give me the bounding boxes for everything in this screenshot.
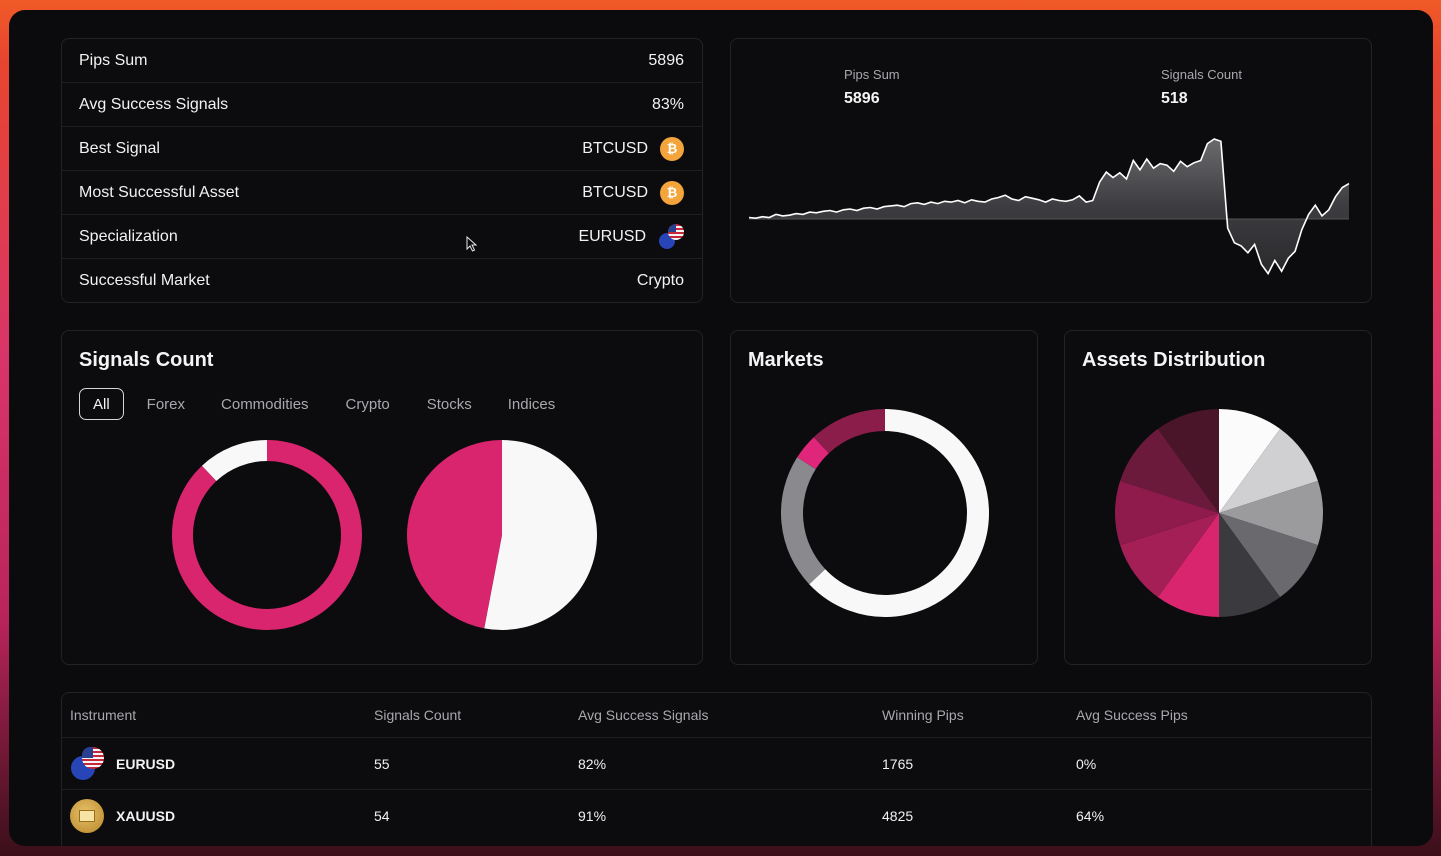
kpi-pips-sum: Pips Sum 5896 (844, 67, 900, 108)
slice-0 (1219, 409, 1281, 513)
signals-ring-chart (172, 440, 362, 630)
stat-label: Pips Sum (79, 51, 148, 69)
kpi-label: Pips Sum (844, 67, 900, 82)
signals-count-cell: 54 (374, 808, 390, 824)
column-header-avg-success-pips[interactable]: Avg Success Pips (1076, 707, 1188, 723)
stat-label: Successful Market (79, 272, 210, 289)
pips-line-card: Pips Sum 5896 Signals Count 518 (730, 38, 1372, 303)
instrument-cell: XAUUSD (70, 790, 175, 842)
signals-count-card: Signals Count All Forex Commodities Cryp… (61, 330, 703, 665)
slice-5 (1157, 513, 1219, 617)
line-series (749, 138, 1350, 276)
slice-3 (1219, 513, 1318, 598)
avg-success-signals-cell: 82% (578, 756, 607, 772)
pips-line-chart (749, 138, 1350, 276)
table-row[interactable]: EURUSD 55 82% 1765 0% (62, 737, 1371, 789)
slice-2 (1219, 480, 1323, 546)
kpi-value: 518 (1161, 90, 1188, 107)
slice-8 (1120, 428, 1219, 513)
winning-pips-cell: 1765 (882, 756, 914, 772)
stat-value: 83% (651, 95, 684, 113)
tab-indices[interactable]: Indices (507, 395, 556, 413)
dashboard-window: Pips Sum 5896 Avg Success Signals 83% Be… (9, 10, 1433, 846)
stat-label: Specialization (79, 227, 178, 245)
stat-row-avg-success: Avg Success Signals 83% (62, 83, 702, 127)
column-header-avg-success-signals[interactable]: Avg Success Signals (578, 707, 709, 723)
slice-1 (406, 440, 502, 629)
winning-pips-cell: 4825 (882, 808, 914, 824)
stat-row-successful-market: Successful Market Crypto (62, 259, 702, 303)
tab-stocks[interactable]: Stocks (426, 395, 472, 413)
markets-card: Markets (730, 330, 1038, 665)
kpi-label: Signals Count (1161, 67, 1242, 82)
stat-row-most-successful-asset: Most Successful Asset BTCUSD ₿ (62, 171, 702, 215)
stats-card: Pips Sum 5896 Avg Success Signals 83% Be… (61, 38, 703, 303)
instrument-name: XAUUSD (116, 808, 176, 824)
table-row[interactable]: XAUUSD 54 91% 4825 64% (62, 789, 1371, 841)
slice-0 (809, 409, 989, 617)
card-title: Markets (748, 349, 824, 371)
signals-pie-chart (406, 440, 597, 630)
bitcoin-icon: ₿ (660, 136, 684, 161)
stat-label: Avg Success Signals (79, 95, 229, 113)
signals-count-cell: 55 (374, 756, 390, 772)
eurusd-flag-icon (658, 223, 684, 250)
stat-value: 5896 (648, 51, 684, 69)
markets-ring-chart (781, 409, 989, 617)
slice-1 (1219, 428, 1318, 513)
kpi-value: 5896 (844, 90, 880, 107)
tab-all[interactable]: All (79, 388, 124, 420)
stat-value: Crypto (636, 272, 684, 289)
card-title: Signals Count (79, 349, 214, 371)
assets-pie-chart (1115, 409, 1323, 617)
slice-0 (484, 440, 597, 630)
avg-success-pips-cell: 64% (1076, 808, 1105, 824)
slice-1 (201, 440, 268, 482)
stat-label: Best Signal (79, 139, 160, 157)
market-filter-tabs: All Forex Commodities Crypto Stocks Indi… (79, 388, 555, 420)
instrument-name: EURUSD (116, 756, 176, 772)
stat-value: BTCUSD (582, 139, 648, 157)
tab-commodities[interactable]: Commodities (221, 395, 309, 413)
slice-6 (1120, 513, 1219, 598)
instrument-cell: EURUSD (70, 738, 175, 790)
stat-row-best-signal: Best Signal BTCUSD ₿ (62, 127, 702, 171)
mouse-cursor-icon (466, 236, 478, 252)
column-header-signals-count[interactable]: Signals Count (374, 707, 462, 723)
slice-4 (1219, 513, 1281, 617)
column-header-winning-pips[interactable]: Winning Pips (882, 707, 964, 723)
slice-3 (813, 409, 886, 454)
line-area (749, 139, 1349, 274)
slice-1 (781, 457, 826, 585)
stat-label: Most Successful Asset (79, 183, 240, 201)
avg-success-pips-cell: 0% (1076, 756, 1097, 772)
slice-7 (1115, 480, 1219, 546)
column-header-instrument[interactable]: Instrument (70, 707, 137, 723)
tab-crypto[interactable]: Crypto (345, 395, 390, 413)
stat-row-specialization: Specialization EURUSD (62, 215, 702, 259)
eurusd-flag-icon (70, 747, 104, 781)
avg-success-signals-cell: 91% (578, 808, 607, 824)
stat-value: BTCUSD (582, 183, 648, 201)
tab-forex[interactable]: Forex (146, 395, 186, 413)
assets-distribution-card: Assets Distribution (1064, 330, 1372, 665)
stat-value: EURUSD (578, 227, 646, 245)
kpi-signals-count: Signals Count 518 (1161, 67, 1242, 108)
stat-row-pips-sum: Pips Sum 5896 (62, 39, 702, 83)
instruments-table: Instrument Signals Count Avg Success Sig… (61, 692, 1372, 846)
slice-9 (1157, 409, 1219, 513)
slice-0 (172, 440, 362, 630)
gold-icon (70, 799, 104, 833)
bitcoin-icon: ₿ (660, 180, 684, 205)
card-title: Assets Distribution (1082, 349, 1266, 371)
slice-2 (797, 437, 830, 470)
